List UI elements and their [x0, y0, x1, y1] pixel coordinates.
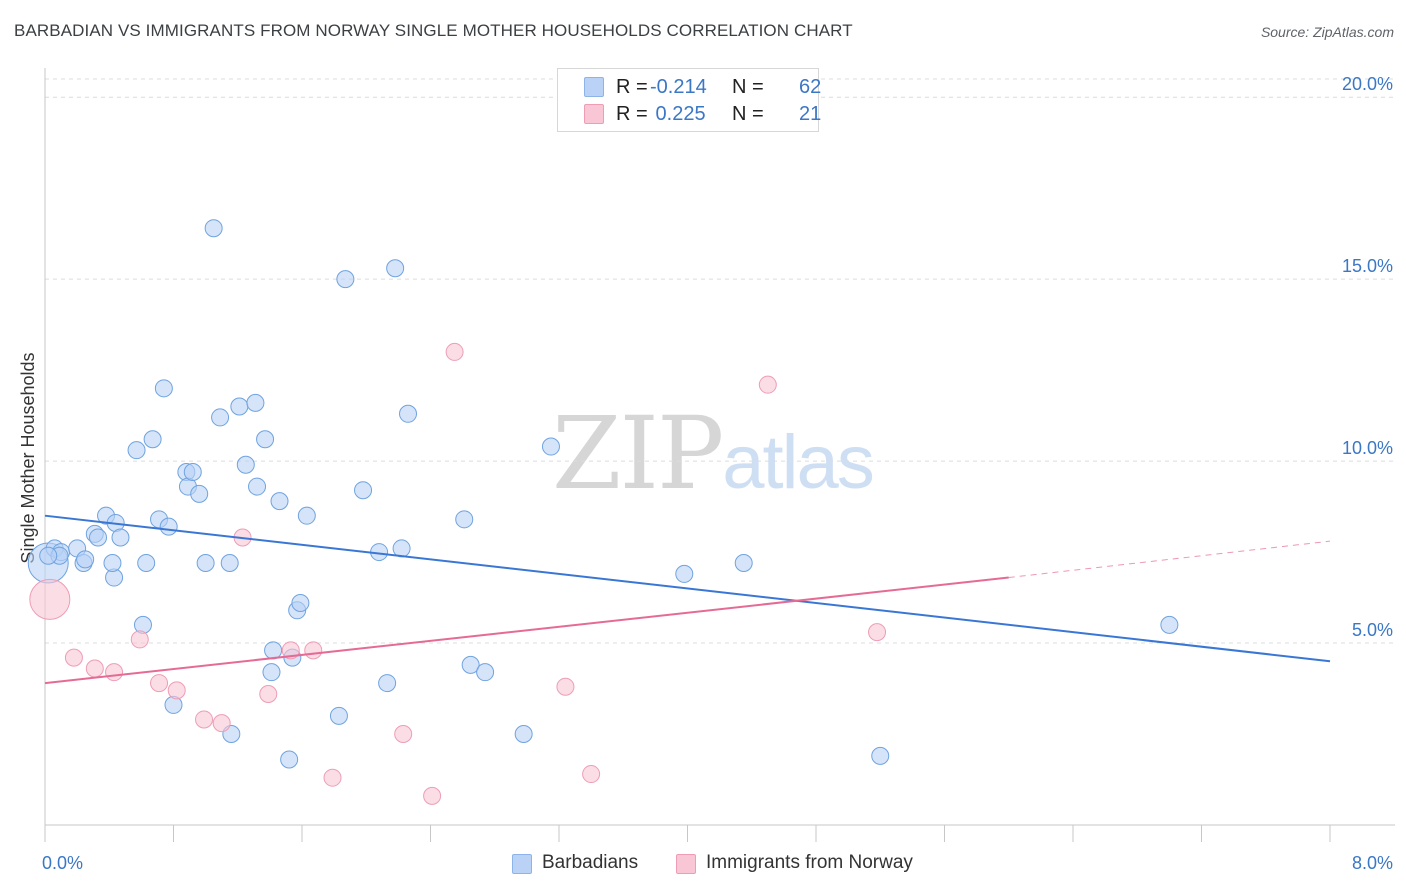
trend-line — [44, 576, 1009, 685]
data-point — [455, 510, 474, 529]
data-point — [399, 404, 418, 423]
data-point — [248, 477, 267, 496]
legend-swatch-barbadians — [584, 77, 604, 97]
data-point — [130, 630, 149, 649]
data-point — [758, 375, 777, 394]
data-point — [183, 463, 202, 482]
stats-legend: R = -0.214 N = 62 R = 0.225 N = 21 — [557, 68, 822, 132]
data-point — [461, 655, 480, 674]
data-point — [85, 659, 104, 678]
legend-swatch-barbadians — [512, 854, 532, 874]
data-point — [204, 219, 223, 238]
data-point — [127, 441, 146, 460]
data-point — [675, 564, 694, 583]
data-point — [29, 578, 71, 620]
data-point — [270, 492, 289, 511]
data-point — [159, 517, 178, 536]
data-point — [291, 594, 310, 613]
data-point — [582, 765, 601, 784]
data-point — [262, 663, 281, 682]
n-label: N = — [732, 76, 770, 98]
r-value: 0.225 — [650, 103, 706, 125]
r-label: R = — [616, 76, 654, 98]
series-norway — [29, 342, 887, 805]
data-point — [195, 710, 214, 729]
watermark: ZIPatlas — [552, 395, 875, 512]
chart-title: BARBADIAN VS IMMIGRANTS FROM NORWAY SING… — [14, 21, 853, 40]
data-point — [871, 746, 890, 765]
r-label: R = — [616, 103, 654, 125]
data-point — [556, 677, 575, 696]
data-point — [259, 684, 278, 703]
data-point — [281, 641, 300, 660]
watermark-atlas: atlas — [722, 420, 875, 505]
data-point — [246, 393, 265, 412]
data-point — [378, 674, 397, 693]
data-point — [76, 550, 95, 569]
data-point — [476, 663, 495, 682]
data-point — [329, 706, 348, 725]
series-barbadians — [27, 219, 1179, 769]
data-point — [212, 714, 231, 733]
data-point — [105, 663, 124, 682]
n-value: 62 — [799, 76, 822, 98]
data-point — [1160, 615, 1179, 634]
data-point — [154, 379, 173, 398]
data-point — [230, 397, 249, 416]
y-tick-label: 20.0% — [1342, 74, 1393, 94]
data-point — [423, 786, 442, 805]
data-point — [394, 725, 413, 744]
data-point — [236, 455, 255, 474]
data-point — [392, 539, 411, 558]
data-point — [143, 430, 162, 449]
x-tick-label: 8.0% — [1352, 853, 1393, 873]
legend-label-barbadians: Barbadians — [542, 852, 639, 873]
data-point — [297, 506, 316, 525]
y-tick-label: 5.0% — [1352, 620, 1393, 640]
data-point — [336, 270, 355, 289]
y-tick-label: 15.0% — [1342, 256, 1393, 276]
data-point — [64, 648, 83, 667]
watermark-zip: ZIP — [552, 395, 724, 512]
data-point — [167, 681, 186, 700]
data-point — [220, 553, 239, 572]
data-point — [734, 553, 753, 572]
data-point — [137, 553, 156, 572]
y-axis-label: Single Mother Households — [18, 352, 38, 563]
data-point — [39, 546, 58, 565]
y-tick-label: 10.0% — [1342, 438, 1393, 458]
n-label: N = — [732, 103, 770, 125]
data-point — [89, 528, 108, 547]
legend-label-norway: Immigrants from Norway — [706, 852, 913, 873]
data-point — [386, 259, 405, 278]
trend-line — [44, 514, 1331, 663]
data-point — [103, 553, 122, 572]
data-point — [111, 528, 130, 547]
data-point — [256, 430, 275, 449]
data-point — [304, 641, 323, 660]
trend-line-extension — [1008, 540, 1331, 579]
x-tick-label: 0.0% — [42, 853, 83, 873]
data-point — [541, 437, 560, 456]
data-point — [445, 342, 464, 361]
data-point — [211, 408, 230, 427]
legend-swatch-norway — [676, 854, 696, 874]
legend-swatch-norway — [584, 104, 604, 124]
r-value: -0.214 — [650, 76, 707, 98]
data-point — [190, 484, 209, 503]
source-label: Source: ZipAtlas.com — [1260, 24, 1394, 40]
n-value: 21 — [799, 103, 822, 125]
data-point — [164, 695, 183, 714]
data-point — [280, 750, 299, 769]
data-point — [133, 615, 152, 634]
data-point — [196, 553, 215, 572]
data-point — [354, 481, 373, 500]
data-point — [323, 768, 342, 787]
data-point — [150, 674, 169, 693]
data-point — [264, 641, 283, 660]
data-point — [514, 725, 533, 744]
data-point — [868, 623, 887, 642]
